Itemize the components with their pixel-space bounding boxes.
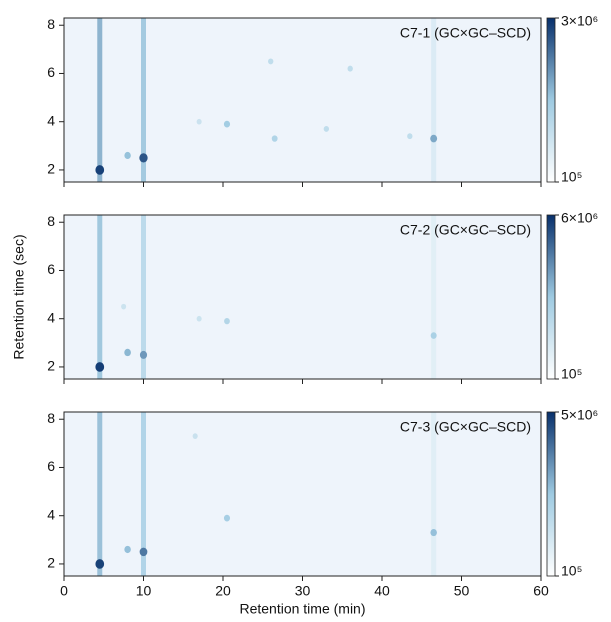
peak [124,545,131,554]
x-tick-label: 50 [454,583,470,599]
peak [224,317,230,325]
y-tick-label: 2 [47,161,55,177]
y-tick-label: 8 [47,410,55,426]
peak [223,120,231,128]
peak [95,559,105,569]
y-tick-label: 6 [47,261,55,277]
y-tick-label: 6 [47,458,55,474]
peak [430,134,438,143]
x-tick-label: 10 [136,583,152,599]
y-tick-label: 4 [47,506,55,522]
peak [124,348,131,357]
peak [196,315,202,322]
x-tick-label: 30 [295,583,311,599]
y-tick-label: 4 [47,112,55,128]
peak [407,133,413,140]
peak [121,303,127,310]
plot-background [64,215,541,379]
colorbar-tick-label: 10⁵ [561,169,582,185]
peak [268,58,274,65]
y-tick-label: 2 [47,555,55,571]
panel-title: C7-1 (GC×GC–SCD) [400,25,531,41]
y-tick-label: 8 [47,213,55,229]
peak [95,362,105,372]
peak [323,125,330,132]
streak [97,215,103,379]
y-tick-label: 2 [47,358,55,374]
x-tick-label: 40 [374,583,390,599]
x-tick-label: 20 [215,583,231,599]
x-tick-label: 0 [60,583,68,599]
peak [223,514,231,522]
streak [141,215,146,379]
peak [139,547,148,557]
colorbar-tick-label: 5×10⁶ [561,407,598,423]
peak [271,135,278,142]
y-tick-label: 6 [47,64,55,80]
streak [97,412,103,576]
colorbar [546,411,556,577]
peak [139,153,148,163]
peak [196,118,202,125]
panel-title: C7-3 (GC×GC–SCD) [400,419,531,435]
plot-background [64,18,541,182]
panel-title: C7-2 (GC×GC–SCD) [400,222,531,238]
streak [431,18,437,182]
colorbar-tick-label: 3×10⁶ [561,13,598,29]
streak [97,18,103,182]
peak [347,65,353,72]
peak [124,151,131,160]
y-tick-label: 4 [47,309,55,325]
streak [141,18,146,182]
x-axis-label: Retention time (min) [239,601,365,617]
x-tick-label: 60 [533,583,549,599]
streak [431,215,437,379]
plot-background [64,412,541,576]
colorbar-tick-label: 10⁵ [561,366,582,382]
peak [430,528,437,537]
streak [141,412,146,576]
streak [431,412,437,576]
peak [95,165,105,175]
colorbar-tick-label: 10⁵ [561,563,582,579]
peak [430,332,437,339]
y-tick-label: 8 [47,16,55,32]
colorbar [546,17,556,183]
colorbar [546,214,556,380]
peak [139,350,148,359]
peak [192,433,198,439]
colorbar-tick-label: 6×10⁶ [561,210,598,226]
y-axis-label: Retention time (sec) [11,234,27,359]
